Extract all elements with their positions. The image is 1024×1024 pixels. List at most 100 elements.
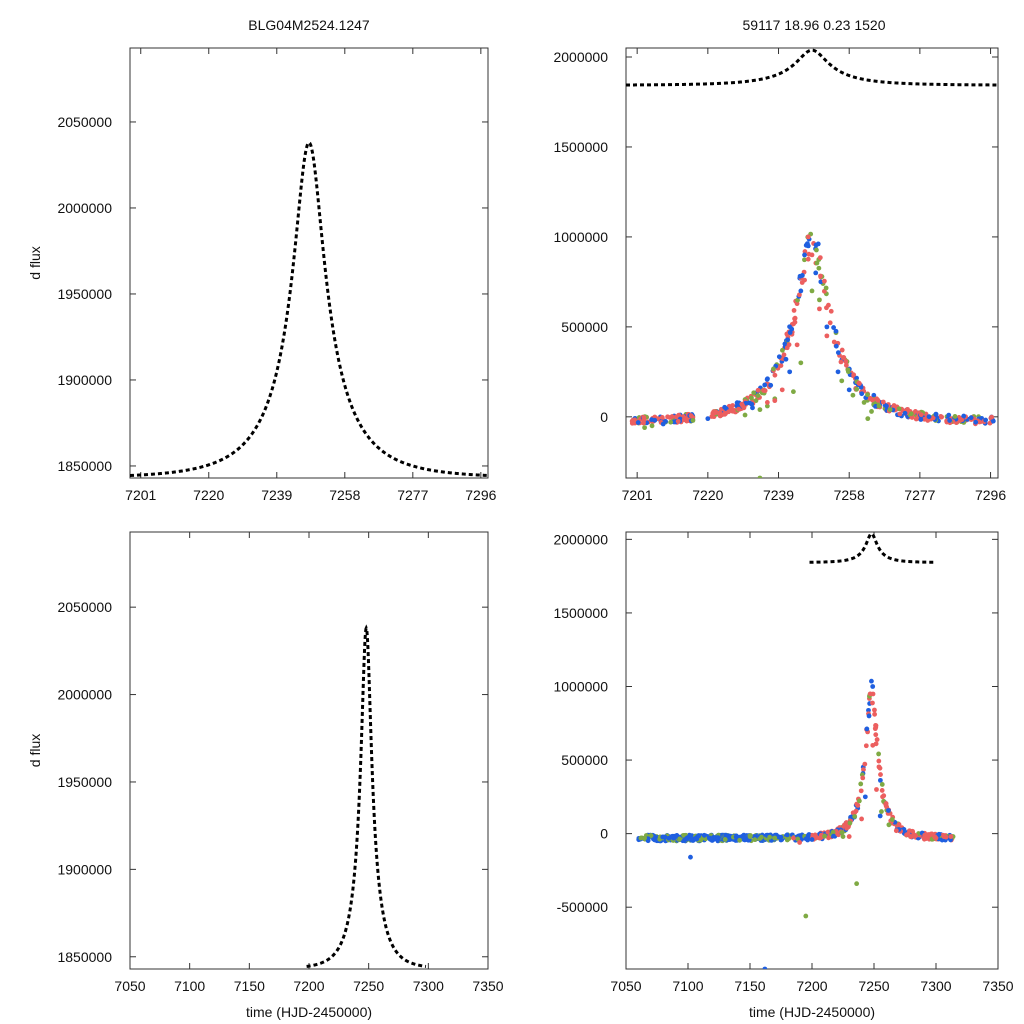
data-point xyxy=(817,255,823,261)
plot-frame xyxy=(625,47,999,479)
data-point xyxy=(817,297,822,303)
data-point xyxy=(933,412,939,417)
data-point xyxy=(759,834,764,840)
data-point xyxy=(680,832,686,838)
data-point xyxy=(872,711,878,717)
x-tick-label: 7050 xyxy=(610,978,641,994)
data-point xyxy=(947,418,953,423)
data-point xyxy=(856,380,862,386)
data-point xyxy=(791,835,796,841)
plot-data xyxy=(306,624,427,968)
data-point xyxy=(783,356,789,362)
data-point xyxy=(881,793,887,799)
data-point xyxy=(690,418,696,423)
data-point xyxy=(877,765,883,771)
data-point xyxy=(933,835,939,841)
data-point xyxy=(883,801,889,806)
data-point xyxy=(847,820,853,826)
data-point xyxy=(858,788,864,794)
data-point xyxy=(809,288,815,294)
data-point xyxy=(833,328,839,334)
model-curve xyxy=(626,48,998,87)
data-point xyxy=(787,369,793,375)
data-point xyxy=(863,743,869,749)
y-axis-label: d flux xyxy=(27,734,43,767)
data-point xyxy=(809,252,815,258)
data-point xyxy=(818,273,823,279)
data-point xyxy=(751,390,757,396)
data-point xyxy=(876,751,882,757)
data-point xyxy=(859,816,864,822)
data-point xyxy=(828,308,834,314)
data-point xyxy=(757,475,763,478)
data-point xyxy=(869,409,874,414)
data-point xyxy=(918,412,924,418)
data-point xyxy=(961,413,967,419)
data-point xyxy=(913,833,919,839)
y-tick-label: 1900000 xyxy=(57,372,112,388)
data-point xyxy=(722,411,728,417)
y-tick-label: 1950000 xyxy=(57,286,112,302)
plot-data xyxy=(130,140,488,477)
data-point xyxy=(667,415,673,420)
data-point xyxy=(802,252,807,258)
data-point xyxy=(824,324,830,330)
data-point xyxy=(889,817,895,822)
data-point xyxy=(923,836,929,841)
data-point xyxy=(737,837,743,843)
data-point xyxy=(638,835,644,841)
data-point xyxy=(824,333,830,339)
x-tick-label: 7239 xyxy=(763,487,794,503)
data-point xyxy=(826,302,831,308)
data-point xyxy=(845,367,851,373)
data-point xyxy=(880,399,886,405)
plot-frame xyxy=(129,531,489,970)
x-tick-label: 7220 xyxy=(692,487,723,503)
panel-bottom-left-magnification-model: 7050 7100 7150 7200 7250 7300 7350 1850000 19000… xyxy=(27,531,504,1020)
data-point xyxy=(791,308,797,313)
data-point xyxy=(802,257,807,263)
data-point xyxy=(767,834,773,840)
data-point xyxy=(874,787,879,792)
data-point xyxy=(865,416,871,422)
x-tick-label: 7296 xyxy=(465,487,496,503)
x-tick-label: 7350 xyxy=(472,978,503,994)
data-point xyxy=(867,691,873,697)
data-point xyxy=(823,285,829,291)
data-point xyxy=(786,342,792,348)
data-point xyxy=(726,409,732,415)
data-point xyxy=(840,355,846,360)
x-tick-label: 7277 xyxy=(904,487,935,503)
data-point xyxy=(764,403,770,409)
x-tick-label: 7296 xyxy=(975,487,1006,503)
data-point xyxy=(866,707,871,713)
y-tick-label: 1000000 xyxy=(553,678,608,694)
x-tick-label: 7150 xyxy=(734,978,765,994)
data-point xyxy=(909,415,915,420)
data-point xyxy=(762,382,768,388)
data-point xyxy=(850,392,856,398)
data-point xyxy=(886,808,891,813)
data-point xyxy=(762,966,768,969)
data-point xyxy=(772,835,778,841)
data-point xyxy=(753,398,759,404)
data-point xyxy=(886,822,892,828)
data-point xyxy=(866,713,872,719)
x-tick-label: 7250 xyxy=(858,978,889,994)
data-point xyxy=(742,836,748,842)
data-point xyxy=(635,420,641,425)
data-point xyxy=(781,352,787,358)
data-point xyxy=(797,273,803,279)
y-tick-label: 2050000 xyxy=(57,599,112,615)
data-point xyxy=(930,415,936,421)
data-point xyxy=(771,366,776,372)
data-point xyxy=(870,742,876,748)
data-point xyxy=(802,277,807,283)
x-tick-label: 7239 xyxy=(261,487,292,503)
model-curve xyxy=(809,532,934,564)
data-point xyxy=(677,836,683,842)
data-point xyxy=(795,297,800,303)
x-tick-label: 7220 xyxy=(193,487,224,503)
data-point xyxy=(764,377,770,382)
